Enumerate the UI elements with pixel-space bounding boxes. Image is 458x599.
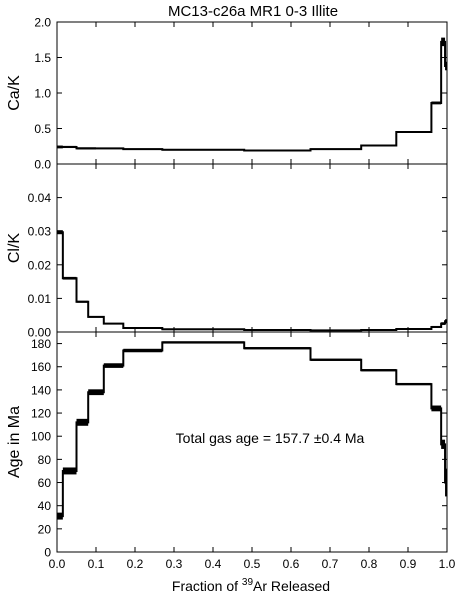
y-tick-label-ca-k: 2.0 — [34, 16, 51, 30]
y-tick-label-age: 0 — [44, 546, 51, 560]
x-tick-label: 0.7 — [322, 557, 339, 571]
panel-ca-k: 0.0 0.5 1.0 1.5 2.0 Ca/K — [6, 16, 448, 172]
y-tick-label-cl-k: 0.02 — [28, 258, 52, 272]
x-tick-label: 0.3 — [166, 557, 183, 571]
panel-cl-k: 0.00 0.01 0.02 0.03 0.04 Cl/K — [6, 163, 448, 340]
x-tick-label: 0.4 — [205, 557, 222, 571]
x-axis-label-sup: 39 — [242, 577, 254, 588]
x-tick-label: 0.1 — [88, 557, 105, 571]
y-tick-label-cl-k: 0.01 — [28, 292, 52, 306]
x-tick-label: 0.5 — [244, 557, 261, 571]
y-tick-label-cl-k: 0.03 — [28, 225, 52, 239]
x-tick-label: 0.2 — [127, 557, 144, 571]
y-tick-label-cl-k: 0.04 — [28, 191, 52, 205]
y-tick-label-ca-k: 0.5 — [34, 122, 51, 136]
total-gas-age-annotation: Total gas age = 157.7 ±0.4 Ma — [176, 430, 365, 446]
y-axis-label-ca-k: Ca/K — [6, 75, 23, 111]
y-tick-label-age: 40 — [38, 499, 52, 513]
y-axis-label-age: Age in Ma — [6, 406, 23, 478]
chart-panels: 0.00.51.01.52.0Ca/K0.000.010.020.030.04C… — [6, 16, 456, 572]
y-tick-label-age: 80 — [38, 453, 52, 467]
y-tick-label-age: 100 — [31, 430, 51, 444]
y-tick-label-ca-k: 0.0 — [34, 158, 51, 172]
x-axis-label-suffix: Ar Released — [253, 578, 330, 594]
y-tick-label-ca-k: 1.0 — [34, 87, 51, 101]
x-axis-label-prefix: Fraction of — [172, 578, 242, 594]
y-tick-label-age: 160 — [31, 360, 51, 374]
y-tick-label-age: 60 — [38, 476, 52, 490]
x-tick-label: 0.0 — [49, 557, 66, 571]
step-line-ca-k — [57, 40, 447, 152]
step-line-cl-k — [57, 231, 447, 332]
panel-age: 0 20 40 60 80 100 120 140 160 180 Age in Ma 0.0 0.1 0… — [6, 331, 456, 571]
panel-frame-ca-k — [56, 21, 448, 165]
y-tick-label-age: 140 — [31, 383, 51, 397]
x-axis-label: Fraction of 39Ar Released — [172, 577, 330, 594]
y-tick-label-age: 20 — [38, 522, 52, 536]
chart-title: MC13-c26a MR1 0-3 Illite — [168, 3, 338, 20]
y-tick-label-age: 180 — [31, 337, 51, 351]
x-tick-label: 0.9 — [400, 557, 417, 571]
x-tick-label: 0.6 — [283, 557, 300, 571]
y-tick-label-ca-k: 1.5 — [34, 51, 51, 65]
y-tick-label-cl-k: 0.00 — [28, 326, 52, 340]
y-tick-label-age: 120 — [31, 407, 51, 421]
y-axis-label-cl-k: Cl/K — [6, 233, 23, 264]
x-tick-label: 0.8 — [361, 557, 378, 571]
panel-frame-cl-k — [56, 163, 448, 333]
x-tick-label: 1.0 — [439, 557, 456, 571]
step-line-age — [57, 341, 447, 518]
